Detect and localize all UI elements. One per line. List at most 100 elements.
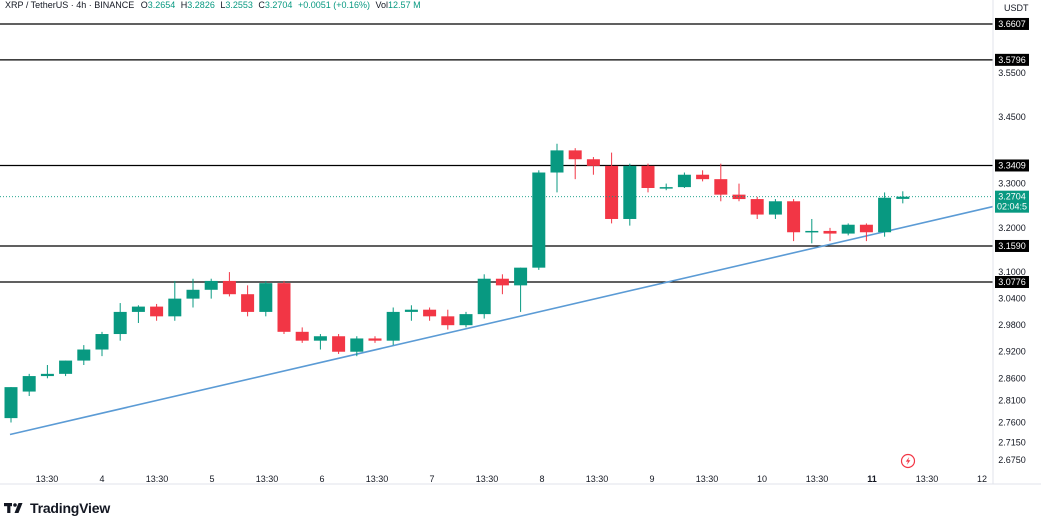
lightning-icon[interactable] [900, 453, 916, 469]
candle[interactable] [896, 191, 910, 204]
candle[interactable] [40, 365, 54, 379]
candle-body [550, 150, 564, 173]
candle-body [313, 336, 327, 341]
candle[interactable] [186, 278, 200, 308]
candle-body [95, 334, 109, 350]
candle[interactable] [805, 218, 819, 244]
volume-label: Vol [375, 0, 389, 10]
candle[interactable] [350, 336, 364, 357]
time-tick-label: 13:30 [146, 474, 169, 484]
candle-body [186, 289, 200, 299]
level-price-label: 3.6607 [998, 19, 1026, 29]
time-tick-label: 9 [649, 474, 654, 484]
candle[interactable] [4, 387, 18, 423]
candle[interactable] [131, 305, 145, 323]
candle[interactable] [550, 143, 564, 193]
candle[interactable] [295, 327, 309, 343]
high-value: 3.2826 [187, 0, 215, 10]
candle[interactable] [222, 272, 236, 297]
candle[interactable] [404, 305, 418, 321]
candle[interactable] [532, 170, 546, 270]
candle[interactable] [277, 280, 291, 335]
candle[interactable] [659, 183, 673, 191]
candle-body [841, 224, 855, 234]
candle[interactable] [59, 360, 73, 377]
candle-body [332, 336, 346, 352]
candle[interactable] [714, 163, 728, 202]
candle[interactable] [423, 307, 437, 321]
candle[interactable] [95, 331, 109, 357]
candle[interactable] [787, 199, 801, 242]
candle-body [586, 159, 600, 166]
trendline-layer [9, 205, 994, 436]
horizontal-levels [0, 23, 993, 283]
symbol-header: XRP / TetherUS · 4h · BINANCE O3.2654 H3… [5, 0, 424, 10]
low-label: L [220, 0, 226, 10]
price-unit-label: USDT [1004, 3, 1029, 13]
candle[interactable] [696, 170, 710, 182]
candle[interactable] [495, 274, 509, 295]
close-value: 3.2704 [264, 0, 293, 10]
candle-body [859, 224, 873, 233]
candle[interactable] [859, 223, 873, 242]
candle[interactable] [204, 278, 218, 299]
candle-body [750, 199, 764, 215]
time-tick-label: 7 [429, 474, 434, 484]
candle[interactable] [641, 163, 655, 193]
time-axis[interactable]: 13:30 4 13:30 5 13:30 6 13:30 7 13:30 8 13:30 9 13:3… [0, 474, 1041, 485]
candle-body [204, 280, 218, 290]
candle[interactable] [241, 285, 255, 317]
candle[interactable] [332, 334, 346, 354]
brand-name: TradingView [30, 500, 111, 516]
candle-body [568, 150, 582, 160]
candle[interactable] [677, 172, 691, 189]
candle[interactable] [477, 274, 491, 319]
price-tick-label: 3.3000 [998, 179, 1026, 189]
candle-body [768, 201, 782, 215]
high-label: H [180, 0, 188, 10]
candle-body [441, 316, 455, 326]
level-price-label: 3.1590 [998, 241, 1026, 251]
candle[interactable] [750, 196, 764, 219]
candle[interactable] [150, 303, 164, 321]
candle[interactable] [368, 336, 382, 343]
candle-body [168, 298, 182, 317]
candle[interactable] [605, 152, 619, 224]
candle-body [823, 230, 837, 234]
candle[interactable] [841, 223, 855, 236]
candle-body [241, 294, 255, 312]
candle[interactable] [568, 148, 582, 180]
candle[interactable] [441, 309, 455, 330]
candle[interactable] [313, 334, 327, 350]
price-tick-label: 2.9800 [998, 320, 1026, 330]
candle-body [514, 267, 528, 286]
tradingview-logo[interactable]: TradingView [4, 500, 110, 516]
level-price-label-bg [995, 159, 1029, 172]
time-tick-label: 13:30 [36, 474, 59, 484]
candle[interactable] [459, 311, 473, 328]
candle[interactable] [386, 307, 400, 346]
candle[interactable] [113, 303, 127, 341]
candle[interactable] [823, 227, 837, 242]
candle[interactable] [768, 199, 782, 219]
candle[interactable] [22, 373, 36, 396]
time-tick-label: 11 [867, 474, 877, 484]
time-tick-label: 13:30 [476, 474, 499, 484]
time-tick-label: 13:30 [256, 474, 279, 484]
candle[interactable] [878, 192, 892, 237]
trendline[interactable] [9, 205, 994, 436]
candle-body [386, 311, 400, 341]
price-tick-label: 3.0400 [998, 294, 1026, 304]
candle[interactable] [514, 267, 528, 312]
candle[interactable] [77, 345, 91, 366]
candle[interactable] [168, 280, 182, 321]
candle[interactable] [586, 157, 600, 175]
tradingview-logo-icon [4, 503, 23, 513]
candle[interactable] [623, 163, 637, 226]
price-axis[interactable]: 3.6607 3.5796 3.5500 3.4500 3.3409 3.3000 3.27… [992, 0, 1029, 484]
price-tick-label: 3.2000 [998, 223, 1026, 233]
candle-body [696, 174, 710, 180]
candlestick-chart[interactable]: 3.6607 3.5796 3.5500 3.4500 3.3409 3.3000 3.27… [0, 0, 1041, 500]
candle[interactable] [732, 183, 746, 202]
candle[interactable] [259, 280, 273, 317]
